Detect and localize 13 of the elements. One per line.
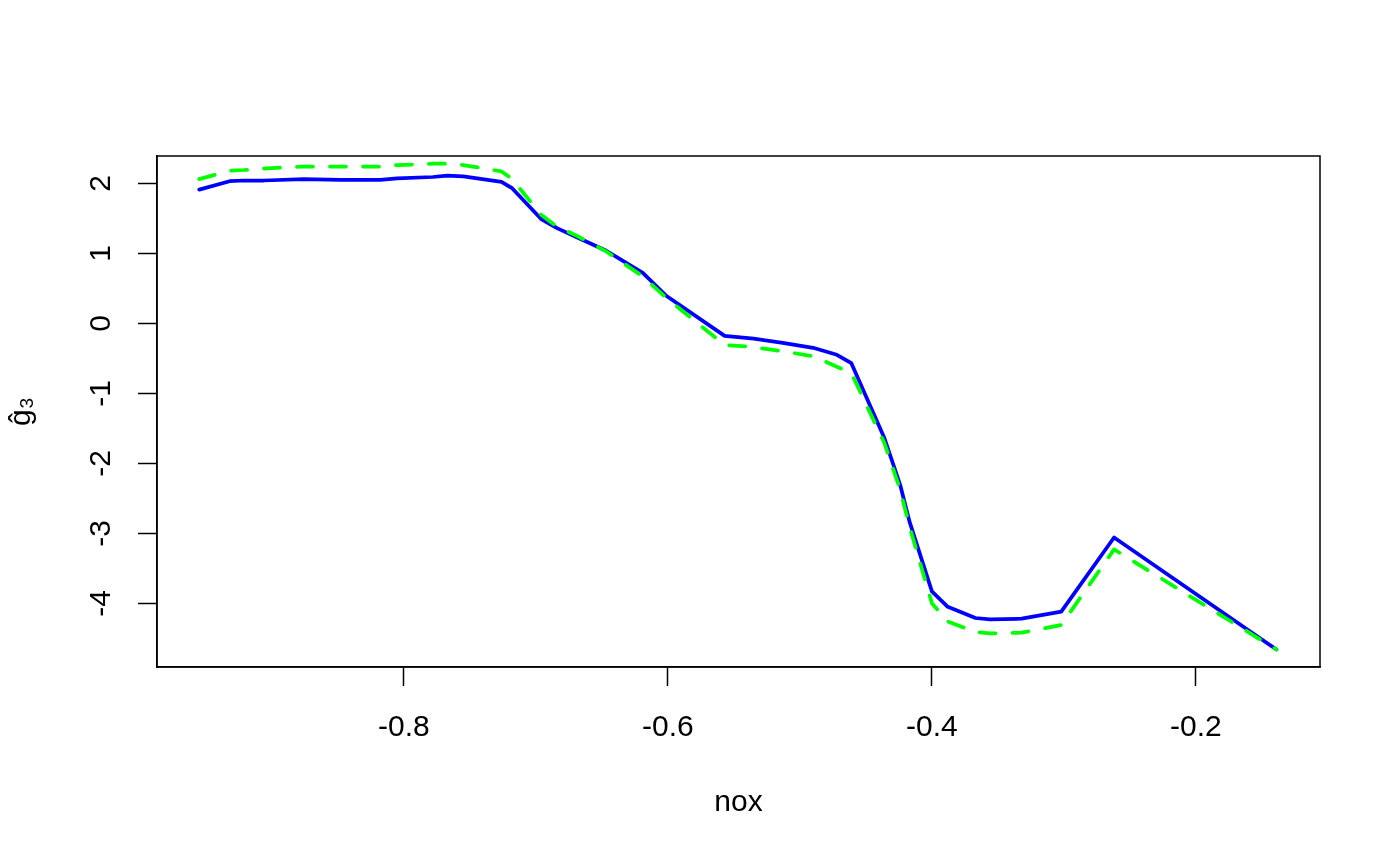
x-tick-label: -0.4 [906,709,958,743]
x-tick-label: -0.6 [642,709,694,743]
x-axis-title: nox [714,784,763,818]
y-tick-label: 0 [82,314,116,332]
y-tick-label: -1 [82,379,116,407]
y-axis-title: ĝ₃ [3,397,37,426]
y-tick-label: 2 [82,174,116,192]
y-tick-label: -2 [82,449,116,477]
y-tick-label: -4 [82,589,116,617]
y-tick-label: 1 [82,244,116,262]
y-tick-label: -3 [82,519,116,547]
x-tick-label: -0.8 [378,709,430,743]
x-tick-label: -0.2 [1170,709,1222,743]
